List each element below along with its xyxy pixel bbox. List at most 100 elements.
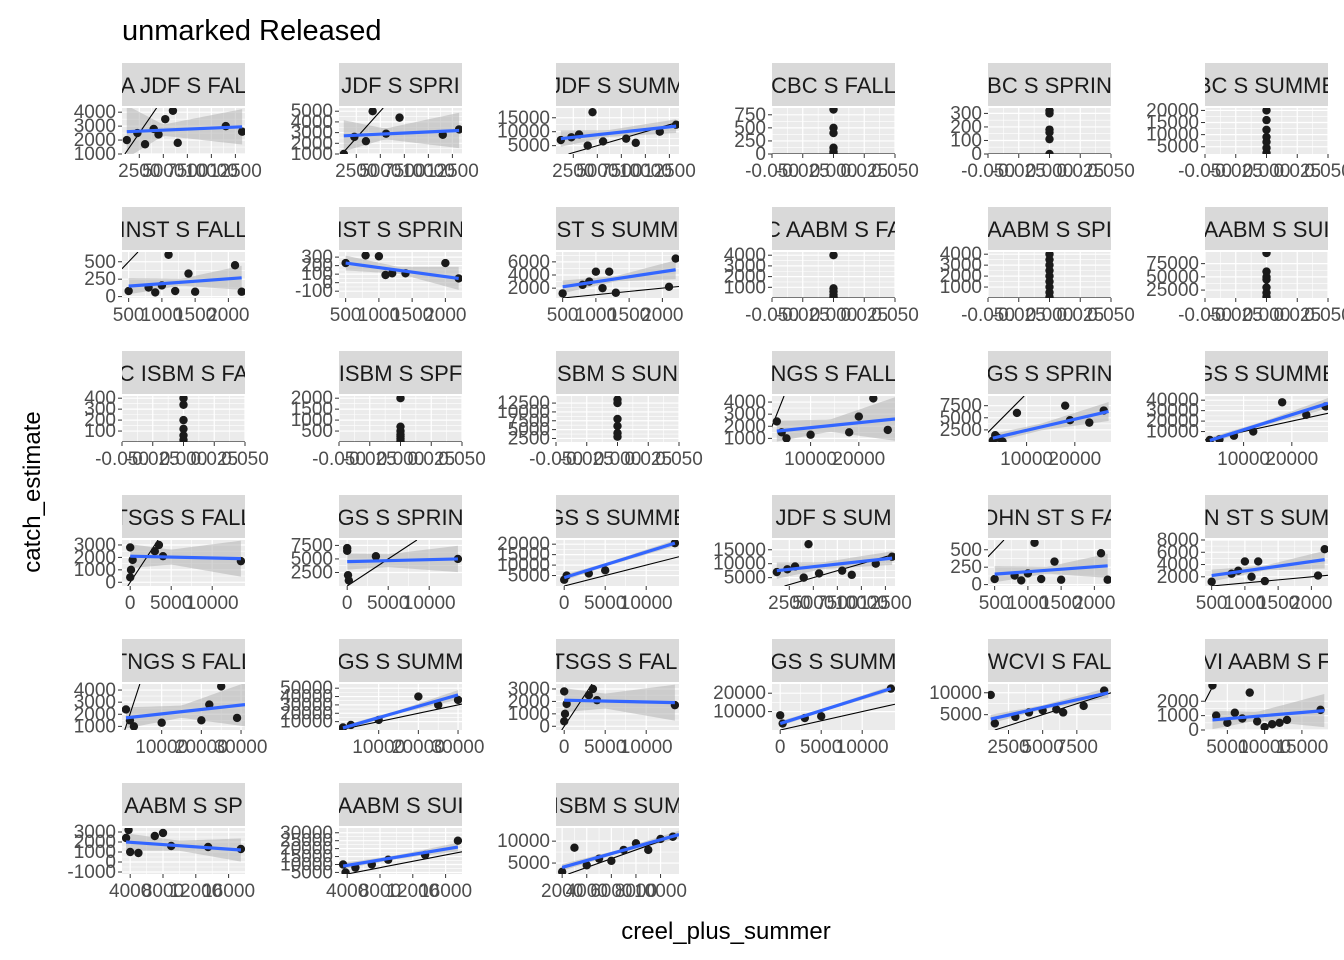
y-tick-label: 40000 — [1146, 390, 1199, 411]
data-point — [230, 261, 240, 270]
x-tick-label: 0.050 — [438, 449, 486, 470]
data-point — [829, 128, 838, 138]
y-tick-label: 2500 — [940, 420, 982, 441]
facet-strip — [556, 639, 679, 682]
x-tick-label: 0.000 — [1243, 305, 1291, 326]
data-point — [1211, 711, 1221, 720]
x-tick-label: 7500 — [1056, 737, 1098, 758]
facet-strip — [1205, 639, 1328, 682]
facet-plot-area — [122, 684, 245, 730]
facet-panel: BC S SPRIN0100200300-0.050-0.0250.0000.0… — [950, 63, 1135, 182]
regression-line — [562, 268, 676, 289]
data-point — [151, 288, 160, 297]
data-point — [1045, 128, 1054, 137]
x-tick-label: 7500 — [383, 161, 425, 182]
facet-strip — [772, 351, 895, 394]
facet-plot-area — [560, 684, 679, 730]
reference-line — [564, 556, 679, 586]
y-tick-label: 3000 — [291, 123, 333, 144]
reference-line — [339, 703, 462, 730]
facet-strip — [339, 495, 462, 538]
facet-plot-area — [126, 540, 245, 586]
x-tick-label: -0.050 — [745, 305, 799, 326]
x-tick-label: 12500 — [859, 593, 912, 614]
x-tick-label: 5000 — [576, 161, 618, 182]
y-tick-label: 5000 — [940, 408, 982, 429]
data-point — [591, 267, 601, 276]
facet-strip-label: BC S SPRIN — [987, 73, 1112, 98]
data-point — [1260, 576, 1270, 586]
x-tick-label: 20000 — [1265, 449, 1318, 470]
x-tick-label: 10000 — [619, 161, 672, 182]
y-tick-label: 750 — [734, 105, 766, 126]
data-point — [381, 270, 390, 280]
data-point — [190, 287, 200, 296]
facet-strip — [772, 639, 895, 682]
y-tick-label: 10000 — [713, 702, 766, 723]
y-tick-label: 1000 — [291, 410, 333, 431]
x-tick-label: 10000 — [402, 161, 455, 182]
y-tick-label: 4000 — [508, 265, 550, 286]
y-tick-label: 15000 — [1146, 113, 1199, 134]
facet-strip — [556, 63, 679, 106]
x-tick-label: 0.025 — [840, 161, 888, 182]
data-point — [395, 113, 404, 122]
y-tick-label: 4000 — [74, 102, 116, 123]
x-tick-label: 0.050 — [871, 161, 919, 182]
y-tick-label: 20000 — [280, 703, 333, 724]
facet-strip — [339, 783, 462, 826]
data-point — [1260, 722, 1269, 730]
y-tick-label: 0 — [971, 144, 982, 165]
x-tick-label: 10000 — [1000, 449, 1053, 470]
data-point — [988, 690, 995, 700]
y-tick-label: 3000 — [508, 679, 550, 700]
data-point — [453, 836, 462, 845]
facet-strip-label: TSGS S FALL — [114, 505, 252, 530]
x-tick-label: 0 — [125, 593, 136, 614]
facet-strip — [1205, 351, 1328, 394]
y-tick-label: 20000 — [280, 839, 333, 860]
data-point — [583, 141, 592, 150]
x-tick-label: 0.025 — [1273, 161, 1321, 182]
facet-strip — [772, 207, 895, 250]
data-point — [216, 684, 226, 691]
data-point — [854, 412, 864, 421]
facet-strip-label: AABM S SUI — [1204, 217, 1330, 242]
y-axis-title: catch_estimate — [19, 411, 46, 572]
y-tick-label: 2000 — [508, 691, 550, 712]
x-tick-label: 0.025 — [1056, 305, 1104, 326]
y-tick-label: 1000 — [74, 842, 116, 863]
facet-strip-label: AABM S SPI — [987, 217, 1112, 242]
regression-line — [342, 845, 459, 868]
facet-plot-area — [772, 108, 895, 154]
y-tick-label: 1000 — [508, 704, 550, 725]
data-point — [1060, 401, 1070, 410]
data-point — [560, 687, 569, 696]
y-tick-label: 3000 — [74, 692, 116, 713]
x-tick-label: -0.050 — [961, 161, 1015, 182]
data-point — [588, 108, 597, 117]
data-point — [998, 437, 1007, 442]
facet-strip-label: JDF S SPRI — [341, 73, 460, 98]
data-point — [782, 434, 791, 442]
x-tick-label: 1000 — [1007, 593, 1049, 614]
regression-line — [560, 124, 677, 141]
x-tick-label: 30000 — [215, 737, 268, 758]
facet-strip — [122, 495, 245, 538]
data-point — [611, 288, 621, 297]
facet-strip-label: GS S SPRIN — [987, 361, 1113, 386]
data-point — [598, 137, 608, 146]
data-point — [1252, 717, 1262, 726]
data-point — [588, 684, 598, 694]
x-tick-label: 10000 — [186, 593, 239, 614]
x-tick-label: 5000 — [800, 737, 842, 758]
y-tick-label: 10000 — [497, 555, 550, 576]
y-tick-label: 500 — [301, 421, 333, 442]
x-tick-label: 2500 — [768, 593, 810, 614]
confidence-band — [126, 108, 243, 154]
